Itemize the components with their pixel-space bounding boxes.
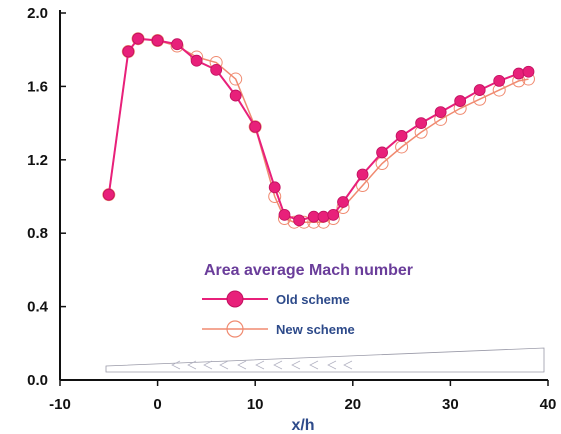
- y-tick-label: 1.2: [27, 152, 48, 169]
- legend-marker-old: [226, 290, 244, 308]
- data-point-old-scheme: [210, 63, 223, 76]
- x-tick-label: 20: [344, 396, 361, 413]
- legend-marker-new: [226, 320, 244, 338]
- geometry-schematic: [105, 347, 545, 373]
- data-point-old-scheme: [171, 38, 184, 51]
- data-point-old-scheme: [268, 181, 281, 194]
- data-point-old-scheme: [190, 54, 203, 67]
- y-tick-label: 0.4: [27, 299, 49, 316]
- legend: Old scheme New scheme: [202, 290, 355, 338]
- data-point-old-scheme: [102, 188, 115, 201]
- y-tick-label: 2.0: [27, 5, 48, 22]
- data-point-old-scheme: [395, 130, 408, 142]
- data-point-old-scheme: [512, 67, 525, 80]
- data-point-old-scheme: [293, 214, 306, 227]
- data-point-old-scheme: [249, 120, 262, 133]
- legend-label-new: New scheme: [276, 322, 355, 337]
- y-tick-label: 0.8: [27, 225, 48, 242]
- chart-annotation: Area average Mach number: [204, 262, 413, 279]
- data-point-old-scheme: [376, 146, 388, 159]
- series-old-scheme: [102, 32, 535, 227]
- series-line-new-scheme: [108, 37, 529, 223]
- series-new-scheme: [102, 32, 535, 229]
- data-point-old-scheme: [132, 32, 144, 45]
- x-tick-label: 40: [540, 396, 557, 413]
- x-axis-label: x/h: [291, 417, 314, 434]
- y-tick-label: 1.6: [27, 78, 48, 95]
- data-point-old-scheme: [337, 196, 349, 208]
- data-point-old-scheme: [415, 117, 428, 129]
- x-tick-label: -10: [49, 396, 71, 413]
- x-axis-ticks: -10 0 10 20 30 40: [49, 380, 556, 413]
- y-axis-ticks: 0.0 0.4 0.8 1.2 1.6 2.0: [27, 5, 66, 389]
- series-line-old-scheme: [107, 37, 529, 222]
- data-point-old-scheme: [307, 210, 320, 223]
- data-point-new-scheme: [229, 72, 243, 86]
- x-tick-label: 10: [247, 396, 264, 413]
- data-point-old-scheme: [522, 65, 535, 78]
- data-point-old-scheme: [454, 95, 467, 107]
- data-point-old-scheme: [229, 89, 242, 102]
- x-tick-label: 0: [153, 396, 161, 413]
- data-point-old-scheme: [356, 168, 369, 181]
- data-point-old-scheme: [434, 106, 447, 118]
- data-point-old-scheme: [122, 45, 135, 58]
- data-point-old-scheme: [493, 74, 506, 87]
- x-tick-label: 30: [442, 396, 459, 413]
- data-point-old-scheme: [151, 34, 164, 47]
- data-point-old-scheme: [317, 210, 330, 223]
- y-tick-label: 0.0: [27, 372, 48, 389]
- legend-label-old: Old scheme: [276, 292, 350, 307]
- data-point-old-scheme: [278, 208, 291, 221]
- data-point-old-scheme: [327, 208, 340, 221]
- data-point-new-scheme: [248, 120, 262, 134]
- data-point-old-scheme: [473, 84, 486, 96]
